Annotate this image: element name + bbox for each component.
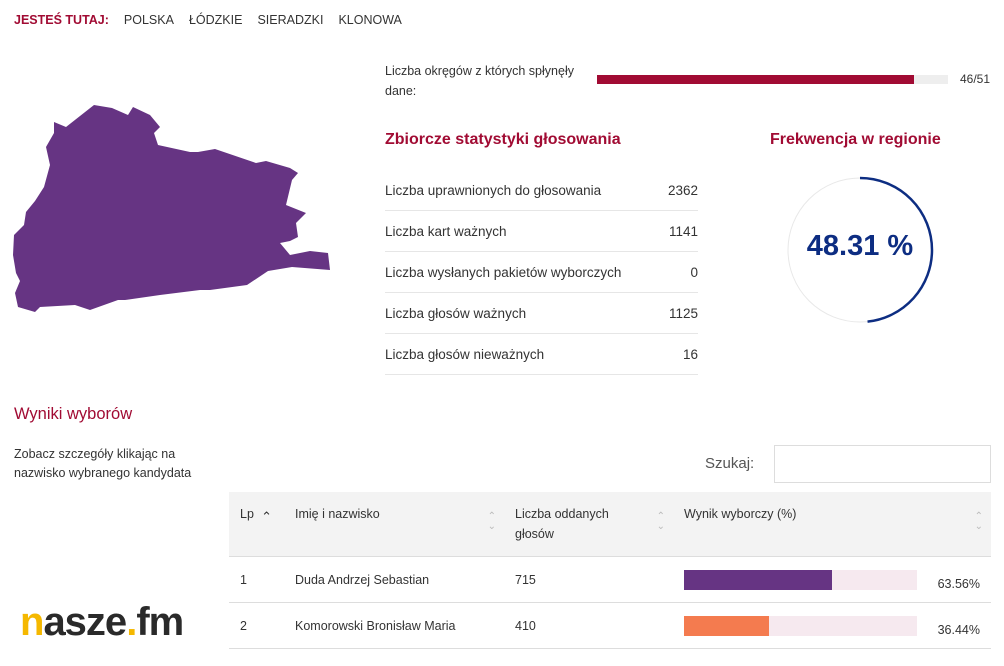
stat-row: Liczba głosów ważnych 1125 (385, 293, 698, 334)
stat-value: 1125 (668, 305, 698, 321)
col-result[interactable]: Wynik wyborczy (%) ⌃ ⌄ (673, 492, 991, 557)
result-pct: 63.56% (937, 576, 980, 591)
col-result-label: Wynik wyborczy (%) (684, 507, 797, 521)
stats-list: Liczba uprawnionych do głosowania 2362 Li… (385, 170, 698, 375)
stat-label: Liczba uprawnionych do głosowania (385, 182, 602, 198)
watermark-logo: nasze.fm (20, 600, 184, 644)
stat-label: Liczba głosów nieważnych (385, 346, 545, 362)
stat-row: Liczba wysłanych pakietów wyborczych 0 (385, 252, 698, 293)
col-lp-label: Lp (240, 507, 254, 521)
turnout-title: Frekwencja w regionie (770, 131, 941, 148)
sort-icon: ⌃ ⌄ (974, 511, 983, 532)
turnout-value: 48.31 % (806, 230, 914, 262)
stat-label: Liczba kart ważnych (385, 223, 507, 239)
stat-row: Liczba głosów nieważnych 16 (385, 334, 698, 375)
row-votes: 715 (504, 556, 673, 603)
sort-icon: ⌃ ⌄ (656, 511, 665, 532)
row-votes: 410 (504, 602, 673, 649)
stat-label: Liczba wysłanych pakietów wyborczych (385, 264, 622, 280)
results-table: Lp ⌃ Imię i nazwisko ⌃ ⌄ Liczba oddanych gł… (229, 492, 991, 649)
breadcrumb-sieradzki[interactable]: SIERADZKI (257, 13, 324, 27)
col-lp[interactable]: Lp ⌃ (229, 492, 284, 557)
col-name-label: Imię i nazwisko (295, 507, 380, 521)
col-votes-label: Liczba oddanych głosów (515, 507, 609, 541)
breadcrumb-lead: JESTEŚ TUTAJ: (14, 13, 109, 27)
sort-asc-icon: ⌃ (261, 509, 272, 524)
col-votes[interactable]: Liczba oddanych głosów ⌃ ⌄ (504, 492, 673, 557)
result-bar-fill (684, 615, 769, 636)
result-bar (684, 569, 917, 590)
stat-value: 1141 (668, 223, 698, 239)
progress-value: 46/51 (960, 72, 991, 86)
region-map (13, 105, 330, 312)
table-row[interactable]: 2 Komorowski Bronisław Maria 410 36.44% (229, 602, 991, 649)
breadcrumb-lodzkie[interactable]: ŁÓDZKIE (188, 13, 243, 27)
turnout-gauge (786, 176, 934, 324)
breadcrumb-klonowa[interactable]: KLONOWA (338, 13, 402, 27)
table-row[interactable]: 1 Duda Andrzej Sebastian 715 63.56% (229, 556, 991, 603)
candidate-name[interactable]: Duda Andrzej Sebastian (284, 556, 504, 603)
search-label: Szukaj: (705, 455, 755, 472)
stat-row: Liczba kart ważnych 1141 (385, 211, 698, 252)
result-bar-fill (684, 569, 833, 590)
stat-value: 0 (690, 264, 698, 280)
stat-value: 2362 (667, 182, 698, 198)
candidate-name[interactable]: Komorowski Bronisław Maria (284, 602, 504, 649)
stats-title: Zbiorcze statystyki głosowania (385, 131, 621, 148)
gauge-arc (786, 176, 934, 324)
results-hint: Zobacz szczegóły klikając na nazwisko wy… (14, 447, 192, 480)
stat-row: Liczba uprawnionych do głosowania 2362 (385, 170, 698, 211)
result-pct: 36.44% (937, 622, 980, 637)
districts-progress-bar (597, 75, 948, 84)
progress-label: Liczba okręgów z których spłynęły dane: (385, 64, 574, 98)
sort-icon: ⌃ ⌄ (487, 511, 496, 532)
stat-value: 16 (682, 346, 698, 362)
row-lp: 1 (229, 556, 284, 603)
results-title: Wyniki wyborów (14, 405, 133, 423)
col-name[interactable]: Imię i nazwisko ⌃ ⌄ (284, 492, 504, 557)
progress-fill (597, 75, 914, 84)
search-input[interactable] (774, 445, 991, 483)
result-bar (684, 615, 917, 636)
breadcrumb-polska[interactable]: POLSKA (123, 13, 174, 27)
stat-label: Liczba głosów ważnych (385, 305, 527, 321)
breadcrumb: JESTEŚ TUTAJ: POLSKA ŁÓDZKIE SIERADZKI K… (14, 13, 402, 27)
row-lp: 2 (229, 602, 284, 649)
